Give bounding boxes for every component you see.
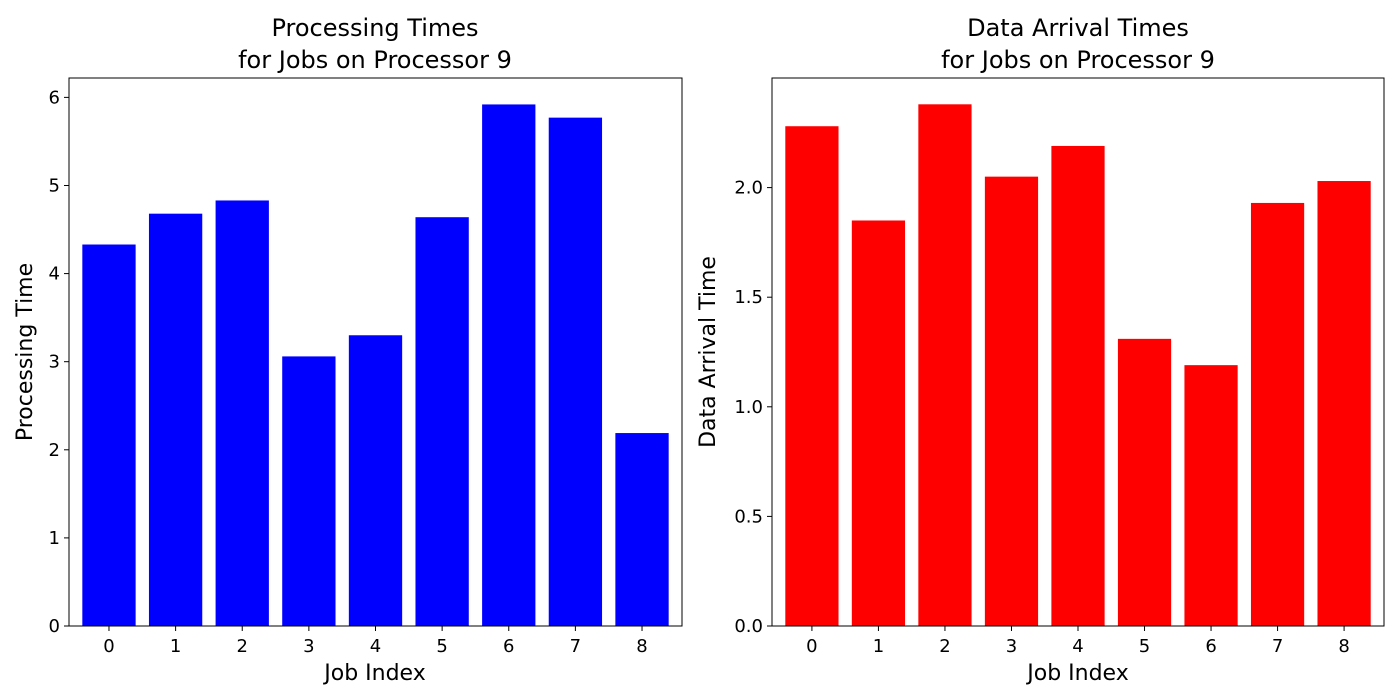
y-axis-label: Processing Time bbox=[13, 263, 38, 441]
bar-7 bbox=[548, 117, 603, 626]
x-tick-label: 7 bbox=[1272, 636, 1283, 657]
chart-data-arrival-times: Data Arrival Times for Jobs on Processor… bbox=[696, 14, 1385, 686]
bar-6 bbox=[1184, 365, 1238, 626]
x-tick-label: 8 bbox=[636, 636, 647, 657]
x-tick-label: 1 bbox=[873, 636, 884, 657]
plot-frame bbox=[68, 77, 683, 627]
chart-title-line-2: for Jobs on Processor 9 bbox=[238, 46, 512, 74]
chart-title-line-1: Processing Times bbox=[271, 14, 478, 42]
y-ticks: 0 1 2 3 4 5 6 bbox=[49, 87, 69, 637]
x-tick-label: 6 bbox=[1205, 636, 1216, 657]
y-tick-label: 3 bbox=[49, 352, 60, 373]
x-tick-label: 4 bbox=[370, 636, 381, 657]
x-tick-label: 1 bbox=[170, 636, 181, 657]
chart-processing-times: Processing Times for Jobs on Processor 9… bbox=[13, 14, 683, 686]
bar-group bbox=[785, 104, 1371, 627]
y-tick-label: 0.5 bbox=[734, 506, 763, 527]
x-ticks: 0 1 2 3 4 5 6 7 8 bbox=[806, 626, 1350, 657]
bar-group bbox=[82, 104, 669, 627]
x-axis-label: Job Index bbox=[1025, 661, 1128, 686]
bar-6 bbox=[482, 104, 536, 627]
x-axis-label: Job Index bbox=[322, 661, 425, 686]
bar-1 bbox=[148, 213, 203, 626]
x-tick-label: 2 bbox=[237, 636, 248, 657]
x-tick-label: 0 bbox=[806, 636, 817, 657]
x-tick-label: 0 bbox=[103, 636, 114, 657]
bar-0 bbox=[785, 126, 839, 626]
y-tick-label: 1.5 bbox=[734, 287, 763, 308]
y-tick-label: 4 bbox=[49, 264, 60, 285]
y-tick-label: 2 bbox=[49, 440, 60, 461]
x-tick-label: 6 bbox=[503, 636, 514, 657]
x-tick-label: 5 bbox=[436, 636, 447, 657]
x-tick-label: 3 bbox=[1006, 636, 1017, 657]
chart-title-line-1: Data Arrival Times bbox=[967, 14, 1189, 42]
x-tick-label: 4 bbox=[1072, 636, 1083, 657]
bar-2 bbox=[215, 200, 269, 627]
y-ticks: 0.0 0.5 1.0 1.5 2.0 bbox=[734, 178, 772, 637]
x-tick-label: 7 bbox=[570, 636, 581, 657]
x-tick-label: 5 bbox=[1139, 636, 1150, 657]
bar-7 bbox=[1250, 202, 1305, 626]
plot-frame bbox=[771, 77, 1385, 627]
x-tick-label: 8 bbox=[1338, 636, 1349, 657]
y-axis-label: Data Arrival Time bbox=[696, 256, 721, 448]
y-tick-label: 2.0 bbox=[734, 178, 763, 199]
bar-0 bbox=[82, 244, 136, 626]
y-tick-label: 6 bbox=[49, 87, 60, 108]
bar-1 bbox=[851, 220, 906, 627]
y-tick-label: 1 bbox=[49, 528, 60, 549]
bar-5 bbox=[415, 217, 469, 626]
x-tick-label: 3 bbox=[303, 636, 314, 657]
chart-title-line-2: for Jobs on Processor 9 bbox=[941, 46, 1215, 74]
bar-8 bbox=[1317, 181, 1371, 627]
x-tick-label: 2 bbox=[939, 636, 950, 657]
bar-4 bbox=[1051, 145, 1105, 626]
bar-3 bbox=[984, 176, 1039, 626]
y-tick-label: 0.0 bbox=[734, 616, 763, 637]
bar-4 bbox=[348, 335, 403, 626]
y-tick-label: 1.0 bbox=[734, 397, 763, 418]
bar-8 bbox=[615, 433, 669, 626]
bar-2 bbox=[918, 104, 972, 626]
bar-5 bbox=[1117, 338, 1172, 626]
bar-3 bbox=[282, 356, 336, 626]
x-ticks: 0 1 2 3 4 5 6 7 8 bbox=[103, 626, 648, 657]
y-tick-label: 5 bbox=[49, 175, 60, 196]
y-tick-label: 0 bbox=[49, 616, 60, 637]
